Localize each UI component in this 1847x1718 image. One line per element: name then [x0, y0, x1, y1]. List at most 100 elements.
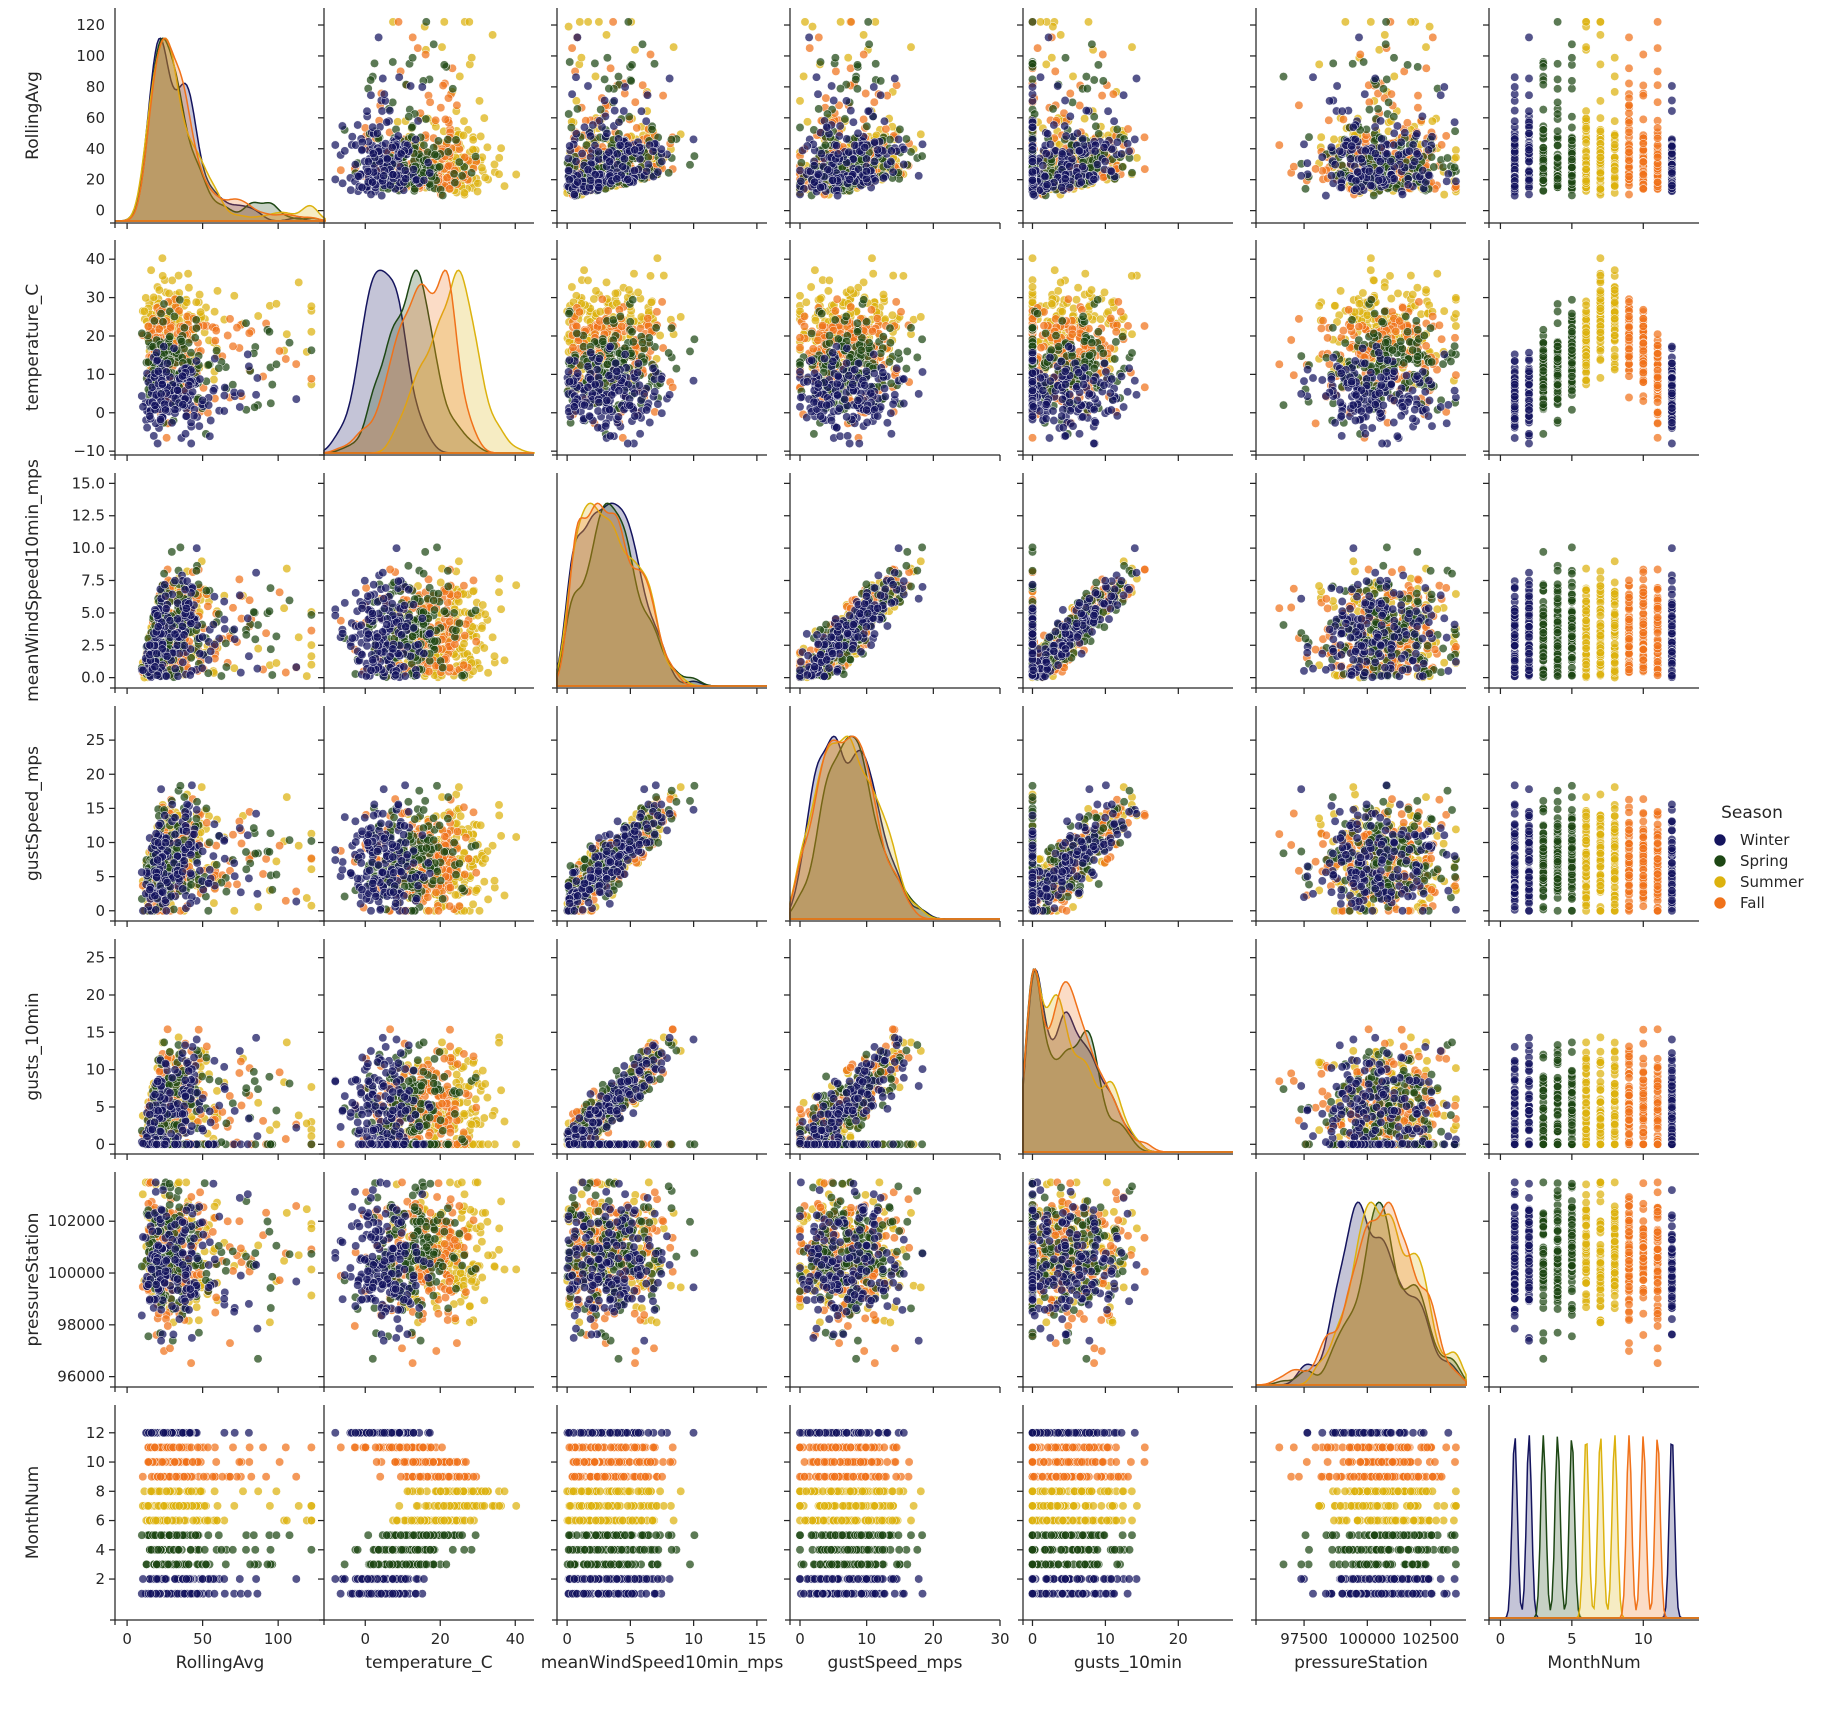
scatter-point — [408, 32, 418, 42]
scatter-point — [413, 43, 423, 53]
scatter-point — [833, 191, 843, 201]
scatter-point — [382, 117, 392, 127]
scatter-point — [918, 139, 927, 149]
scatter-point — [623, 174, 633, 184]
scatter-point — [1553, 59, 1563, 69]
scatter-point — [1314, 59, 1324, 69]
scatter-point — [220, 383, 230, 393]
scatter-point — [1538, 105, 1548, 115]
scatter-point — [627, 60, 637, 70]
scatter-point — [191, 297, 201, 307]
scatter-point — [1340, 17, 1350, 27]
y-tick-label: 20 — [86, 327, 105, 345]
scatter-point — [1376, 142, 1386, 152]
scatter-point — [1325, 96, 1335, 106]
y-tick-label: 100 — [76, 47, 105, 65]
scatter-point — [863, 106, 873, 116]
scatter-point — [611, 288, 620, 298]
scatter-point — [594, 17, 604, 27]
scatter-point — [876, 90, 886, 100]
scatter-point — [1302, 158, 1312, 168]
scatter-point — [1381, 39, 1391, 49]
scatter-point — [1404, 146, 1414, 156]
scatter-point — [1050, 66, 1060, 76]
panel-temperature_C-vs-meanWindSpeed10min_mps — [551, 240, 767, 461]
scatter-point — [1610, 173, 1620, 183]
scatter-point — [1406, 17, 1416, 27]
scatter-point — [646, 50, 655, 59]
scatter-point — [306, 327, 316, 337]
scatter-point — [408, 53, 418, 63]
scatter-point — [881, 124, 891, 134]
scatter-point — [282, 329, 292, 339]
scatter-point — [602, 128, 612, 138]
scatter-point — [354, 171, 364, 181]
scatter-point — [425, 168, 435, 178]
scatter-point — [1567, 171, 1577, 181]
scatter-point — [895, 124, 905, 134]
scatter-point — [564, 109, 574, 119]
scatter-point — [149, 292, 159, 302]
scatter-point — [832, 141, 841, 151]
scatter-point — [431, 115, 441, 125]
scatter-point — [612, 149, 622, 159]
scatter-point — [1567, 162, 1577, 172]
scatter-point — [152, 355, 162, 365]
scatter-point — [1098, 76, 1108, 86]
scatter-point — [1510, 182, 1520, 191]
scatter-point — [473, 178, 483, 188]
scatter-point — [652, 307, 662, 317]
scatter-point — [1065, 183, 1075, 192]
scatter-point — [1375, 157, 1385, 166]
scatter-point — [576, 53, 586, 63]
scatter-point — [1653, 66, 1663, 76]
scatter-point — [689, 151, 699, 161]
scatter-point — [1366, 17, 1376, 27]
scatter-point — [444, 161, 454, 171]
scatter-point — [604, 84, 614, 94]
scatter-point — [612, 174, 622, 184]
scatter-point — [573, 104, 582, 114]
kde-summer — [115, 37, 326, 222]
scatter-point — [1437, 140, 1447, 150]
scatter-point — [1377, 134, 1387, 144]
scatter-point — [1065, 89, 1075, 98]
kde-fall — [115, 37, 326, 222]
scatter-point — [917, 151, 927, 161]
scatter-point — [1329, 134, 1339, 144]
scatter-point — [827, 81, 837, 91]
scatter-point — [205, 431, 215, 441]
scatter-point — [604, 147, 614, 157]
scatter-point — [1353, 167, 1363, 177]
scatter-point — [1524, 166, 1534, 176]
scatter-point — [564, 166, 574, 175]
scatter-point — [198, 395, 208, 405]
scatter-point — [1326, 142, 1336, 152]
scatter-point — [1595, 59, 1605, 69]
y-tick-label: 0 — [95, 404, 105, 422]
scatter-point — [206, 416, 216, 425]
scatter-point — [211, 326, 221, 336]
scatter-point — [190, 333, 200, 343]
scatter-point — [833, 149, 843, 159]
scatter-point — [156, 309, 166, 319]
scatter-point — [1380, 30, 1390, 40]
scatter-point — [157, 379, 167, 389]
scatter-point — [1524, 175, 1534, 185]
scatter-point — [1610, 53, 1620, 63]
scatter-point — [494, 153, 504, 163]
panel-RollingAvg-vs-gustSpeed_mps — [784, 8, 1001, 229]
scatter-point — [496, 143, 506, 153]
scatter-point — [1370, 149, 1380, 159]
scatter-point — [1610, 71, 1620, 81]
scatter-point — [1417, 111, 1427, 121]
scatter-point — [445, 184, 455, 194]
scatter-point — [1330, 160, 1340, 170]
scatter-point — [571, 156, 581, 166]
scatter-point — [394, 17, 403, 27]
scatter-point — [1060, 121, 1070, 131]
scatter-point — [191, 315, 201, 325]
scatter-point — [157, 253, 167, 263]
y-axis-label: temperature_C — [23, 284, 43, 411]
scatter-point — [1424, 145, 1433, 155]
